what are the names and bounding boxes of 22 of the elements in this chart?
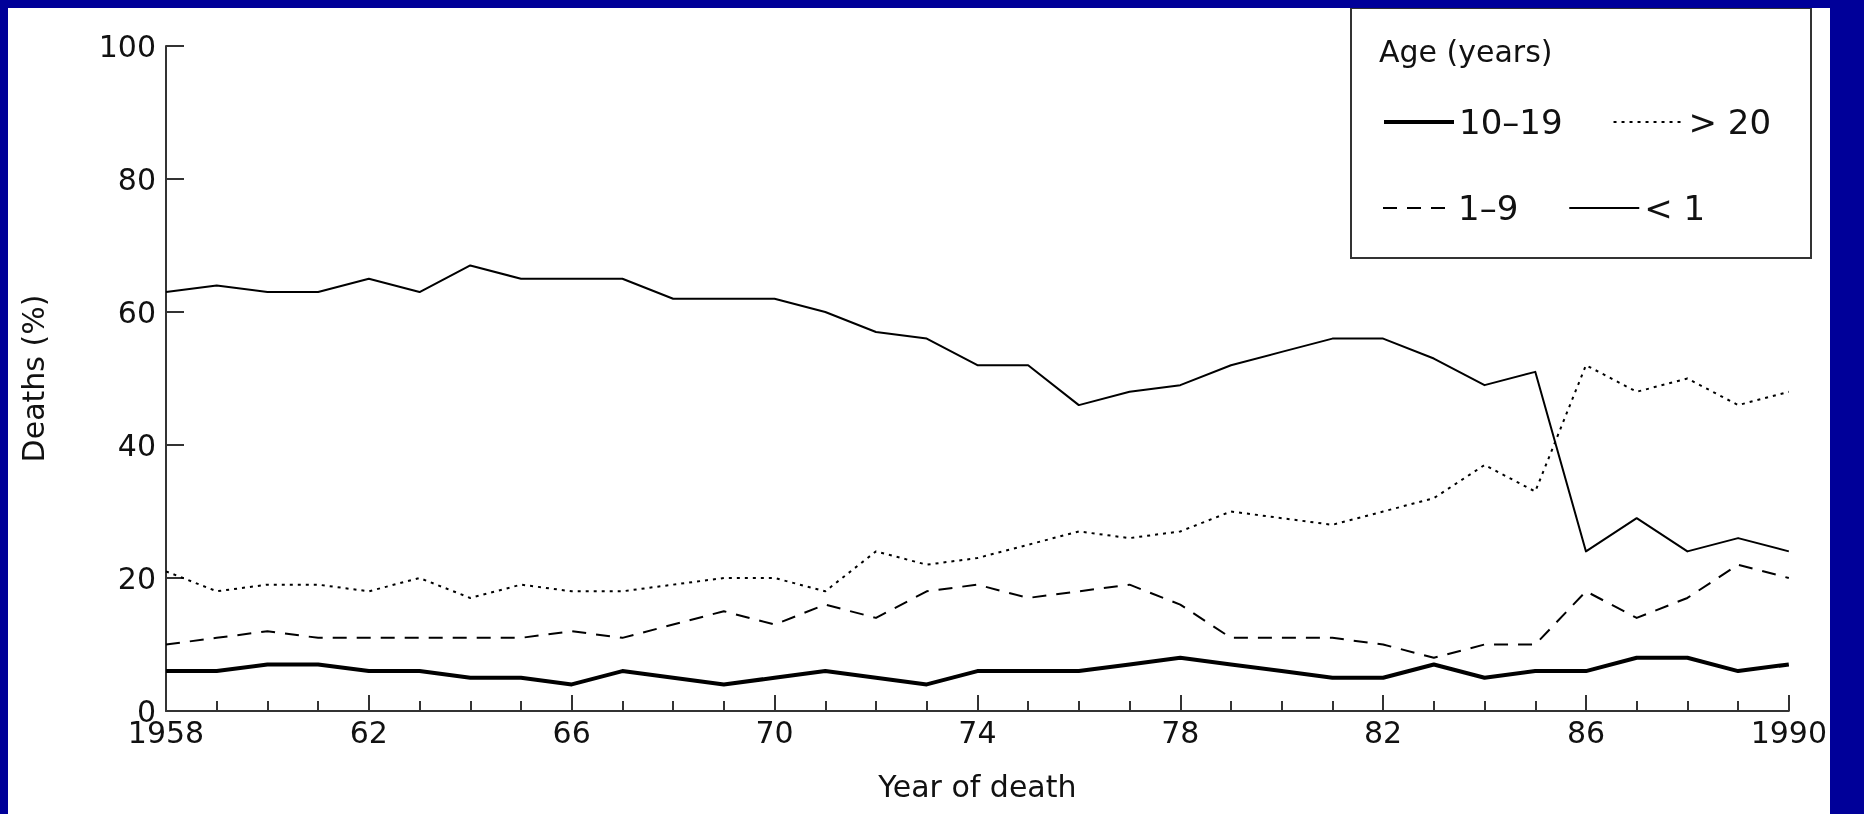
x-tick-label: 82 bbox=[1364, 714, 1403, 750]
line-series bbox=[164, 655, 1791, 687]
legend-label: 10–19 bbox=[1459, 102, 1563, 142]
y-tick-label: 100 bbox=[98, 28, 156, 64]
legend-label: < 1 bbox=[1644, 188, 1706, 228]
y-tick-label: 80 bbox=[117, 161, 156, 197]
x-tick-label: 86 bbox=[1566, 714, 1606, 750]
x-axis-title: Year of death bbox=[877, 768, 1077, 804]
x-tick-label: 78 bbox=[1161, 714, 1200, 750]
y-axis-title: Deaths (%) bbox=[15, 294, 51, 463]
legend-title: Age (years) bbox=[1379, 33, 1553, 69]
y-tick-label: 40 bbox=[117, 427, 156, 463]
y-tick-label: 60 bbox=[117, 294, 156, 330]
y-tick-label: 20 bbox=[117, 560, 156, 596]
x-tick-label: 62 bbox=[349, 714, 388, 750]
line-series bbox=[165, 563, 1790, 659]
x-tick-label: 70 bbox=[755, 714, 794, 750]
x-tick-label: 1990 bbox=[1750, 714, 1828, 750]
x-tick-label: 66 bbox=[552, 714, 591, 750]
x-tick-label: 74 bbox=[958, 714, 997, 750]
legend-label: 1–9 bbox=[1458, 188, 1519, 228]
legend-label: > 20 bbox=[1688, 102, 1772, 142]
